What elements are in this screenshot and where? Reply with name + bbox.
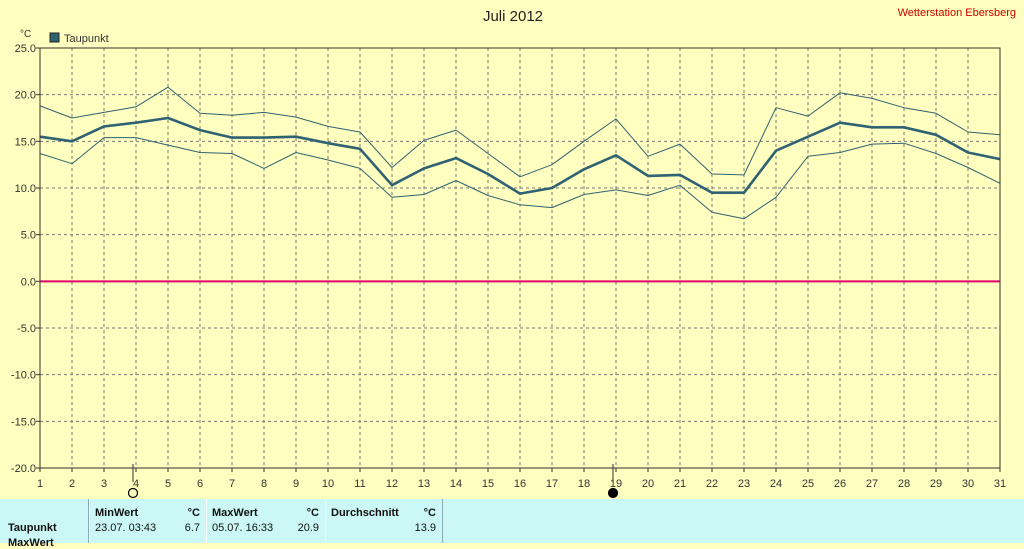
- full-moon-icon: [127, 487, 139, 499]
- x-tick-label: 23: [738, 478, 750, 490]
- x-tick-label: 17: [546, 478, 558, 490]
- stats-row-labels: Taupunkt MaxWert: [0, 499, 89, 549]
- y-tick-label: -10.0: [11, 370, 36, 382]
- y-tick-label: 10.0: [15, 183, 36, 195]
- dew-point-chart: 25.0 20.0 15.0 10.0 5.0 0.0 -5.0 -10.0 -15.0 -20.…: [11, 7, 1016, 499]
- y-tick-label: -15.0: [11, 416, 36, 428]
- x-tick-label: 31: [994, 478, 1006, 490]
- x-tick-label: 26: [834, 478, 846, 490]
- series-max-line: [39, 86, 1001, 178]
- x-tick-label: 15: [482, 478, 494, 490]
- x-tick-label: 12: [386, 478, 398, 490]
- y-tick-label: 25.0: [15, 43, 36, 55]
- min-value: 6.7: [184, 522, 200, 534]
- max-value: 20.9: [297, 522, 319, 534]
- x-tick-label: 24: [770, 478, 782, 490]
- y-tick-label: 0.0: [21, 276, 36, 288]
- x-tick-label: 20: [642, 478, 654, 490]
- stats-max-column: MaxWert °C 05.07. 16:33 20.9: [206, 499, 326, 543]
- legend-swatch: [49, 32, 60, 43]
- x-tick-label: 21: [674, 478, 686, 490]
- x-tick-label: 1: [37, 478, 43, 490]
- y-tick-label: 5.0: [21, 230, 36, 242]
- legend: Taupunkt: [49, 32, 109, 45]
- x-tick-label: 30: [962, 478, 974, 490]
- y-tick-label: 15.0: [15, 136, 36, 148]
- x-tick-label: 28: [898, 478, 910, 490]
- legend-label: Taupunkt: [64, 33, 109, 45]
- tick-labels: 25.0 20.0 15.0 10.0 5.0 0.0 -5.0 -10.0 -15.0 -20.…: [11, 43, 1006, 490]
- avg-value: 13.9: [414, 522, 436, 534]
- y-tick-label: 20.0: [15, 90, 36, 102]
- x-tick-label: 6: [197, 478, 203, 490]
- avg-header: Durchschnitt: [331, 507, 399, 519]
- grid: [40, 48, 1000, 468]
- chart-title: Juli 2012: [483, 8, 543, 25]
- x-tick-label: 8: [261, 478, 267, 490]
- y-unit-label: °C: [20, 29, 31, 40]
- stats-avg-column: Durchschnitt °C 13.9: [325, 499, 443, 543]
- x-tick-label: 7: [229, 478, 235, 490]
- y-tick-label: -20.0: [11, 463, 36, 475]
- x-tick-label: 25: [802, 478, 814, 490]
- x-tick-label: 14: [450, 478, 462, 490]
- max-unit: °C: [306, 507, 319, 519]
- x-tick-label: 27: [866, 478, 878, 490]
- x-tick-label: 5: [165, 478, 171, 490]
- max-header: MaxWert: [212, 507, 258, 519]
- x-tick-label: 16: [514, 478, 526, 490]
- x-tick-label: 11: [354, 478, 365, 490]
- statistics-panel: Taupunkt MaxWert MinWert °C 23.07. 03:43…: [0, 499, 1024, 549]
- station-name: Wetterstation Ebersberg: [898, 7, 1016, 19]
- x-tick-label: 22: [706, 478, 718, 490]
- stats-min-column: MinWert °C 23.07. 03:43 6.7: [89, 499, 207, 543]
- min-header: MinWert: [95, 507, 139, 519]
- y-tick-label: -5.0: [17, 323, 36, 335]
- series-min-line: [39, 137, 1001, 220]
- x-tick-label: 10: [322, 478, 334, 490]
- x-tick-label: 2: [69, 478, 75, 490]
- max-datetime: 05.07. 16:33: [212, 522, 274, 534]
- min-datetime: 23.07. 03:43: [95, 522, 157, 534]
- x-tick-label: 3: [101, 478, 107, 490]
- stats-row-label: Taupunkt: [8, 522, 57, 534]
- min-unit: °C: [187, 507, 200, 519]
- x-tick-label: 18: [578, 478, 590, 490]
- series-mean-line: [39, 116, 1001, 195]
- x-tick-label: 9: [293, 478, 299, 490]
- series-layer: [39, 86, 1001, 220]
- new-moon-icon: [607, 487, 619, 499]
- x-tick-label: 29: [930, 478, 942, 490]
- x-tick-label: 13: [418, 478, 430, 490]
- stats-row2-label: MaxWert: [8, 537, 54, 549]
- moon-phases: [127, 464, 619, 499]
- x-tick-label: 4: [133, 478, 139, 490]
- avg-unit: °C: [423, 507, 436, 519]
